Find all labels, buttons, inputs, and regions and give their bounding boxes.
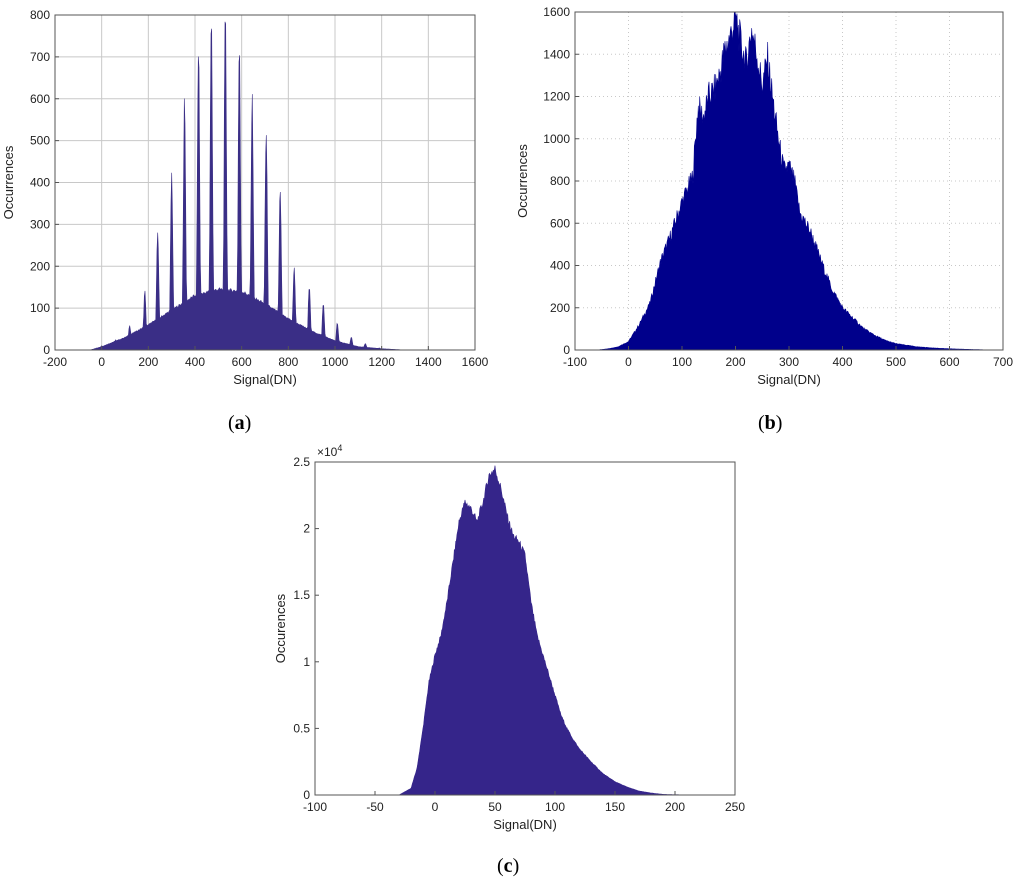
y-tick-label-b-6: 1200 bbox=[543, 90, 570, 104]
y-tick-label-b-2: 400 bbox=[550, 259, 570, 273]
y-tick-label-b-1: 200 bbox=[550, 301, 570, 315]
histogram-b: -100 0 100 200 300 400 500 600 700 0 200 400 600 800 1… bbox=[515, 0, 1024, 410]
x-tick-label-c-1: -50 bbox=[366, 800, 384, 814]
x-tick-label-b-1: 0 bbox=[625, 355, 632, 369]
x-tick-label-c-7: 250 bbox=[725, 800, 745, 814]
y-tick-label-a-3: 300 bbox=[30, 217, 50, 231]
x-tick-label-a-9: 1600 bbox=[462, 355, 489, 369]
histogram-c-svg: -100 -50 0 50 100 150 200 250 0 0.5 1 1.5 2 2.5 Signal… bbox=[273, 443, 745, 832]
y-tick-label-a-0: 0 bbox=[43, 343, 50, 357]
x-tick-label-a-8: 1400 bbox=[415, 355, 442, 369]
histogram-a-svg: -200 0 200 400 600 800 1000 1200 1400 16000100200… bbox=[1, 8, 489, 387]
x-tick-label-b-5: 400 bbox=[832, 355, 852, 369]
x-tick-label-b-4: 300 bbox=[779, 355, 799, 369]
x-tick-label-c-3: 50 bbox=[488, 800, 502, 814]
y-tick-label-a-2: 200 bbox=[30, 259, 50, 273]
histogram-a: -200 0 200 400 600 800 1000 1200 1400 1600 0 100 200… bbox=[0, 0, 500, 410]
y-tick-label-a-6: 600 bbox=[30, 92, 50, 106]
x-tick-label-b-6: 500 bbox=[886, 355, 906, 369]
caption-b: (b) bbox=[758, 412, 783, 434]
histogram-bars-b bbox=[575, 11, 1003, 351]
caption-c: (c) bbox=[497, 855, 520, 877]
x-tick-label-a-3: 400 bbox=[185, 355, 205, 369]
x-tick-label-a-2: 200 bbox=[138, 355, 158, 369]
histogram-bars-a bbox=[55, 21, 475, 351]
y-tick-label-b-8: 1600 bbox=[543, 5, 570, 19]
y-tick-label-c-2: 1 bbox=[303, 655, 310, 669]
x-tick-label-a-0: -200 bbox=[43, 355, 67, 369]
y-tick-label-a-1: 100 bbox=[30, 301, 50, 315]
x-tick-label-a-7: 1200 bbox=[368, 355, 395, 369]
y-tick-label-a-7: 700 bbox=[30, 50, 50, 64]
y-tick-label-b-0: 0 bbox=[563, 343, 570, 357]
y-tick-label-c-4: 2 bbox=[303, 522, 310, 536]
x-axis-label-c: Signal(DN) bbox=[493, 817, 557, 832]
x-tick-label-c-2: 0 bbox=[432, 800, 439, 814]
y-tick-label-a-5: 500 bbox=[30, 134, 50, 148]
x-tick-label-c-5: 150 bbox=[605, 800, 625, 814]
y-tick-label-c-1: 0.5 bbox=[293, 721, 310, 735]
x-tick-label-c-0: -100 bbox=[303, 800, 327, 814]
caption-a: (a) bbox=[228, 412, 252, 434]
x-axis-label-a: Signal(DN) bbox=[233, 372, 297, 387]
x-tick-label-b-8: 700 bbox=[993, 355, 1013, 369]
y-axis-label-c: Occurences bbox=[273, 593, 288, 663]
y-tick-label-b-3: 600 bbox=[550, 216, 570, 230]
x-tick-label-b-2: 100 bbox=[672, 355, 692, 369]
y-axis-label-a: Occurrences bbox=[1, 145, 16, 219]
y-tick-label-c-5: 2.5 bbox=[293, 455, 310, 469]
y-axis-label-b: Occurrences bbox=[515, 144, 530, 218]
x-tick-label-a-1: 0 bbox=[98, 355, 105, 369]
x-tick-label-b-7: 600 bbox=[939, 355, 959, 369]
x-tick-label-a-4: 600 bbox=[232, 355, 252, 369]
y-tick-label-a-8: 800 bbox=[30, 8, 50, 22]
x-tick-label-c-4: 100 bbox=[545, 800, 565, 814]
y-tick-label-b-4: 800 bbox=[550, 174, 570, 188]
x-tick-label-b-3: 200 bbox=[725, 355, 745, 369]
y-tick-label-a-4: 400 bbox=[30, 176, 50, 190]
y-exponent-c: ×104 bbox=[317, 443, 342, 459]
x-tick-label-a-5: 800 bbox=[278, 355, 298, 369]
y-tick-label-c-3: 1.5 bbox=[293, 588, 310, 602]
x-tick-label-a-6: 1000 bbox=[322, 355, 349, 369]
histogram-b-svg: -100 0 100 200 300 400 500 600 70002004006008001… bbox=[515, 5, 1013, 387]
y-tick-label-b-5: 1000 bbox=[543, 132, 570, 146]
histogram-c: -100 -50 0 50 100 150 200 250 0 0.5 1 1.5 2 2.5 Signal… bbox=[265, 440, 765, 840]
x-tick-label-c-6: 200 bbox=[665, 800, 685, 814]
x-axis-label-b: Signal(DN) bbox=[757, 372, 821, 387]
plot-frame-c bbox=[314, 461, 736, 796]
y-tick-label-c-0: 0 bbox=[303, 788, 310, 802]
histogram-bars-c bbox=[315, 465, 735, 796]
y-tick-label-b-7: 1400 bbox=[543, 47, 570, 61]
x-tick-label-b-0: -100 bbox=[563, 355, 587, 369]
